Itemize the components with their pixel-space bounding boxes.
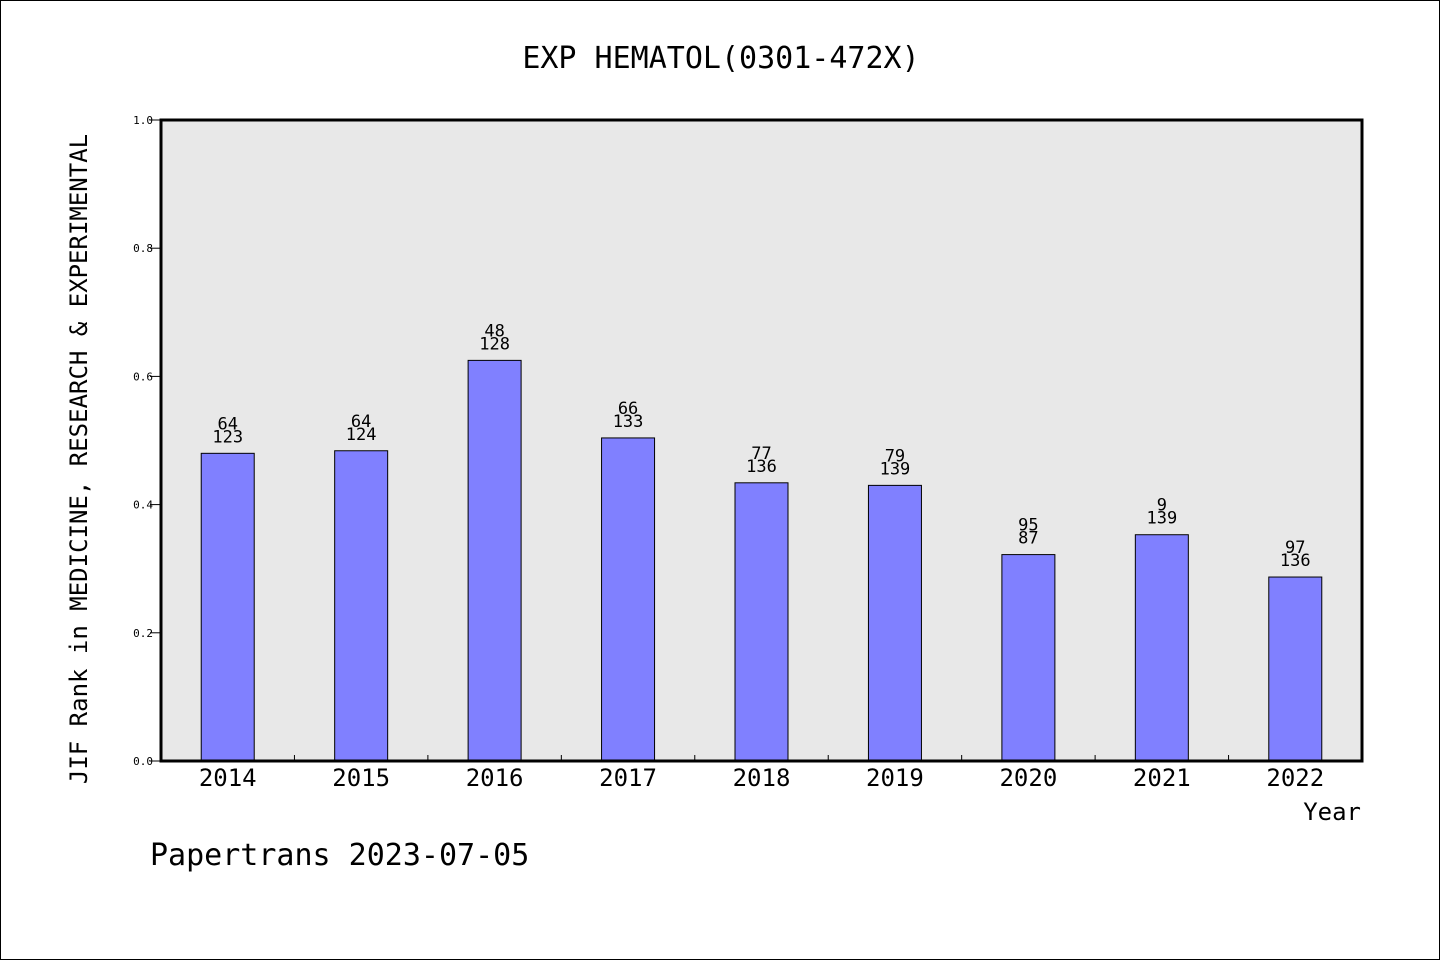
bar-total-label: 139 [880, 459, 911, 479]
x-tick-label: 2017 [599, 764, 657, 792]
bar [1134, 534, 1189, 762]
y-tick-label: 0.4 [133, 499, 153, 512]
bar-total-label: 136 [746, 457, 777, 477]
bar-rank-label: 77 [751, 444, 771, 464]
bar [200, 452, 255, 762]
data-labels-layer: 6412364124481286613377136791399587913997… [212, 321, 1310, 571]
x-tick-label: 2018 [733, 764, 791, 792]
y-tick-label: 1.0 [133, 114, 153, 127]
bar [867, 484, 922, 762]
plot-border [159, 118, 1364, 763]
y-tick-label: 0.0 [133, 755, 153, 768]
x-tick-label: 2014 [199, 764, 257, 792]
bars-layer [200, 359, 1323, 762]
x-tick-label: 2016 [466, 764, 524, 792]
x-tick-label: 2022 [1266, 764, 1324, 792]
bar-total-label: 136 [1280, 551, 1311, 571]
x-tick-label: 2020 [999, 764, 1057, 792]
bar [467, 359, 522, 762]
bar [1268, 576, 1323, 762]
y-tick-label: 0.6 [133, 370, 153, 383]
bar [1001, 554, 1056, 762]
bar-total-label: 124 [346, 425, 377, 445]
bar [334, 450, 389, 762]
y-tick-label: 0.8 [133, 242, 153, 255]
bar-rank-label: 64 [217, 414, 237, 434]
bar-rank-label: 79 [885, 446, 905, 466]
x-axis-label: Year [1303, 798, 1361, 826]
bar-rank-label: 64 [351, 412, 371, 432]
bar-total-label: 128 [479, 334, 510, 354]
x-axis: 2014 2015 2016 2017 2018 2019 2020 2021 2022 [199, 755, 1324, 792]
y-axis: 0.0 0.2 0.4 0.6 0.8 1.0 [133, 114, 161, 768]
bar [734, 482, 789, 762]
bar [601, 437, 656, 762]
bar-rank-label: 9 [1157, 496, 1167, 516]
bar-total-label: 123 [212, 427, 243, 447]
bar-total-label: 133 [613, 412, 644, 432]
bar-rank-label: 95 [1018, 516, 1038, 536]
x-tick-label: 2015 [332, 764, 390, 792]
bar-rank-label: 66 [618, 399, 638, 419]
bar-rank-label: 97 [1285, 538, 1305, 558]
y-tick-label: 0.2 [133, 627, 153, 640]
x-tick-label: 2019 [866, 764, 924, 792]
x-tick-label: 2021 [1133, 764, 1191, 792]
y-axis-label: JIF Rank in MEDICINE, RESEARCH & EXPERIM… [65, 134, 93, 784]
chart-title: EXP HEMATOL(0301-472X) [522, 41, 919, 76]
bar-rank-label: 48 [484, 321, 504, 341]
footer-text: Papertrans 2023-07-05 [150, 838, 529, 873]
bar-total-label: 87 [1018, 529, 1038, 549]
bar-total-label: 139 [1146, 509, 1177, 529]
